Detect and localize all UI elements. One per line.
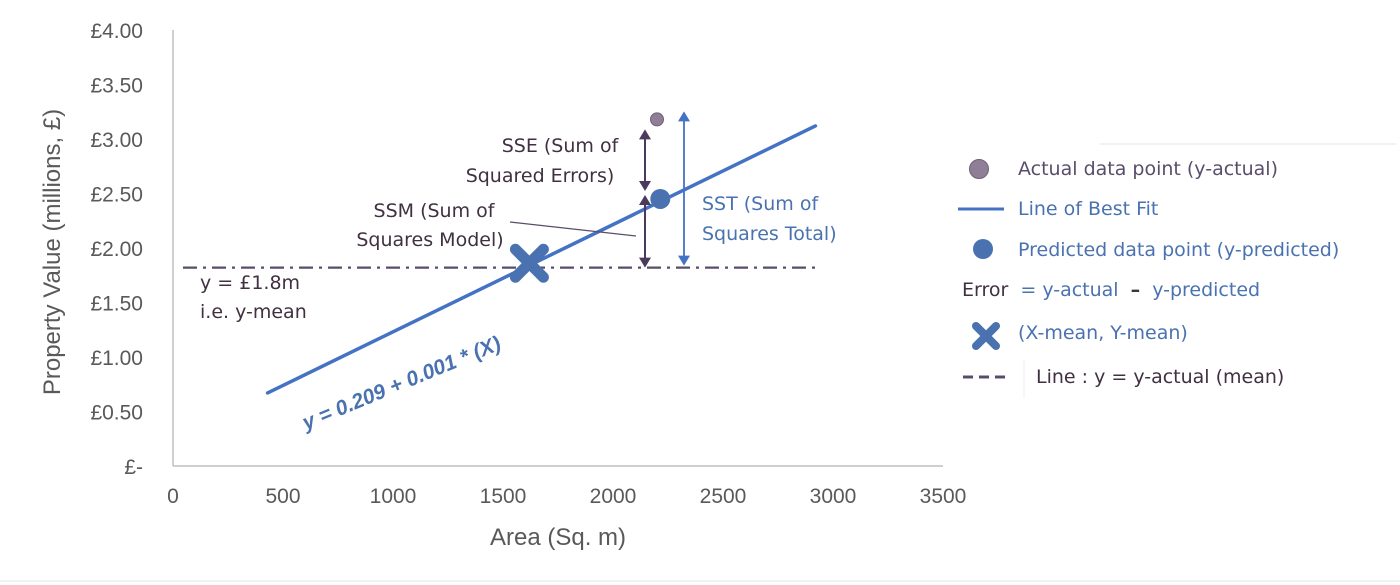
legend-predicted-label: Predicted data point (y-predicted) xyxy=(1018,239,1339,261)
y-tick-label: £1.50 xyxy=(90,293,143,316)
y-tick-label: £- xyxy=(124,456,143,479)
actual-data-point xyxy=(650,112,664,127)
sse-arrow-head-bottom xyxy=(639,180,651,191)
sse-arrow-head-top xyxy=(639,129,651,140)
legend-error-predicted: y-predicted xyxy=(1152,279,1260,301)
legend-error-formula: Error = y-actual – y-predicted xyxy=(962,279,1260,301)
legend-predicted-marker xyxy=(973,239,993,259)
y-tick-label: £2.50 xyxy=(90,184,143,207)
y-tick-label: £1.00 xyxy=(90,347,143,370)
legend-error-actual: = y-actual xyxy=(1020,279,1118,301)
sst-arrow-head-bottom xyxy=(678,255,690,266)
x-axis-title: Area (Sq. m) xyxy=(490,524,626,551)
y-tick-label: £4.00 xyxy=(90,20,143,43)
legend-error-word: Error xyxy=(962,279,1009,301)
plot-marks xyxy=(183,111,820,395)
legend-best-fit-label: Line of Best Fit xyxy=(1018,198,1158,220)
y-tick-label: £2.00 xyxy=(90,238,143,261)
x-tick-label: 0 xyxy=(167,485,179,508)
x-tick-label: 1000 xyxy=(370,485,417,508)
ssm-label-line1: SSM (Sum of xyxy=(374,200,496,222)
legend-mean-line-label: Line : y = y-actual (mean) xyxy=(1036,366,1284,388)
y-tick-label: £3.00 xyxy=(90,129,143,152)
legend-actual-label: Actual data point (y-actual) xyxy=(1018,158,1278,180)
x-tick-label: 2000 xyxy=(590,485,637,508)
legend: Actual data point (y-actual) Line of Bes… xyxy=(958,143,1396,398)
predicted-data-point xyxy=(650,188,671,209)
legend-mean-point-marker xyxy=(972,322,1000,350)
x-tick-label: 3500 xyxy=(920,485,967,508)
sst-label-line1: SST (Sum of xyxy=(702,193,819,215)
y-tick-label: £0.50 xyxy=(90,402,143,425)
mean-label-line1: y = £1.8m xyxy=(200,272,300,294)
ssm-leader-line xyxy=(509,221,637,237)
x-tick-labels: 0 500 1000 1500 2000 2500 3000 3500 xyxy=(167,485,966,508)
sse-label-line2: Squared Errors) xyxy=(466,165,615,187)
ssm-label-line2: Squares Model) xyxy=(356,229,503,251)
ssm-arrow-head-bottom xyxy=(639,257,651,268)
x-tick-label: 1500 xyxy=(480,485,527,508)
legend-actual-marker xyxy=(969,159,989,179)
sse-label-line1: SSE (Sum of xyxy=(502,135,620,157)
legend-mean-point-label: (X-mean, Y-mean) xyxy=(1018,322,1188,344)
mean-point-marker-stroke-b xyxy=(509,243,549,283)
x-tick-label: 500 xyxy=(265,485,300,508)
sst-arrow-head-top xyxy=(678,111,690,122)
legend-error-dash: – xyxy=(1131,279,1141,301)
y-axis-title: Property Value (millions, £) xyxy=(39,109,66,395)
ssm-arrow-head-top xyxy=(639,194,651,205)
x-tick-label: 3000 xyxy=(810,485,857,508)
sst-label-line2: Squares Total) xyxy=(702,223,837,245)
regression-equation: y = 0.209 + 0.001 * (X) xyxy=(298,332,504,435)
mean-label-line2: i.e. y-mean xyxy=(200,301,307,323)
x-tick-label: 2500 xyxy=(700,485,747,508)
y-tick-labels: £- £0.50 £1.00 £1.50 £2.00 £2.50 £3.00 £3.50 £4.… xyxy=(90,20,143,479)
y-tick-label: £3.50 xyxy=(90,75,143,98)
best-fit-line xyxy=(265,124,818,395)
